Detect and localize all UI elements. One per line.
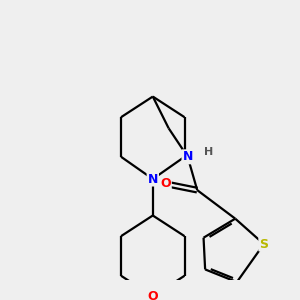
Text: N: N [182,150,193,163]
Text: N: N [148,172,158,185]
Text: O: O [160,177,171,190]
Text: H: H [204,147,213,157]
Text: S: S [259,238,268,250]
Text: O: O [148,290,158,300]
